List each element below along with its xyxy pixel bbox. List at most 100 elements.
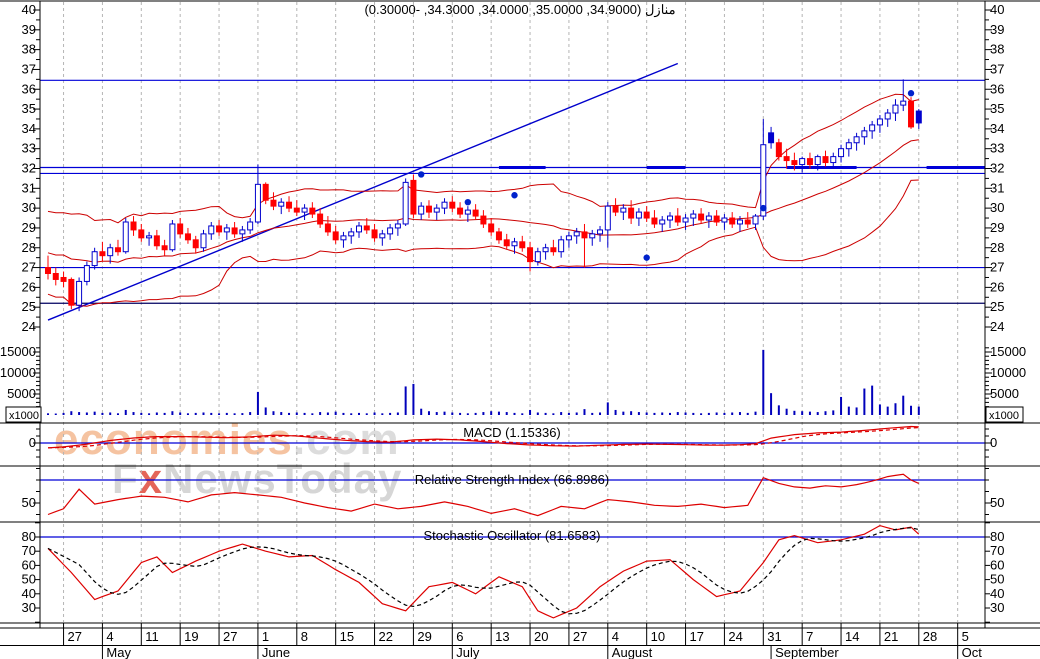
- svg-text:36: 36: [990, 81, 1004, 96]
- svg-text:39: 39: [22, 22, 36, 37]
- svg-text:1: 1: [262, 629, 269, 644]
- svg-text:34: 34: [22, 121, 36, 136]
- svg-text:25: 25: [990, 299, 1004, 314]
- svg-text:30: 30: [22, 200, 36, 215]
- svg-text:14: 14: [845, 629, 859, 644]
- horizontal-support-resistance-lines: [40, 79, 985, 304]
- svg-text:26: 26: [990, 279, 1004, 294]
- svg-text:0: 0: [29, 435, 36, 450]
- svg-text:30: 30: [22, 600, 36, 615]
- watermark-brand-suffix: .com: [292, 415, 400, 464]
- macd-pane: [40, 425, 985, 449]
- watermark-economies: economies.com: [54, 418, 400, 462]
- svg-text:37: 37: [990, 61, 1004, 76]
- svg-text:40: 40: [22, 586, 36, 601]
- svg-text:31: 31: [767, 629, 781, 644]
- svg-text:34: 34: [990, 121, 1004, 136]
- svg-text:5000: 5000: [990, 386, 1019, 401]
- svg-text:26: 26: [22, 279, 36, 294]
- svg-text:28: 28: [990, 240, 1004, 255]
- gridlines-layer: [63, 2, 959, 622]
- volume-layer: [47, 349, 920, 415]
- svg-text:24: 24: [22, 319, 36, 334]
- volume-unit-box-left: x1000: [5, 406, 42, 423]
- svg-text:15000: 15000: [990, 344, 1026, 359]
- svg-text:50: 50: [22, 495, 36, 510]
- svg-text:6: 6: [456, 629, 463, 644]
- stochastic-pane: [40, 524, 985, 619]
- svg-text:4: 4: [612, 629, 619, 644]
- svg-text:35: 35: [990, 101, 1004, 116]
- svg-text:15: 15: [340, 629, 354, 644]
- svg-text:50: 50: [990, 572, 1004, 587]
- svg-text:5000: 5000: [7, 386, 36, 401]
- svg-text:15000: 15000: [0, 344, 36, 359]
- watermark-brand-text: economies: [54, 415, 293, 464]
- svg-text:32: 32: [22, 161, 36, 176]
- svg-text:35: 35: [22, 101, 36, 116]
- svg-text:June: June: [262, 645, 290, 659]
- svg-text:22: 22: [379, 629, 393, 644]
- svg-text:50: 50: [22, 572, 36, 587]
- watermark-fx-rest: NewsToday: [163, 455, 403, 502]
- svg-text:33: 33: [22, 141, 36, 156]
- svg-text:27: 27: [223, 629, 237, 644]
- svg-text:31: 31: [990, 180, 1004, 195]
- macd-label: MACD (1.15336): [463, 425, 561, 440]
- svg-text:31: 31: [22, 180, 36, 195]
- svg-text:4: 4: [106, 629, 113, 644]
- svg-text:20: 20: [534, 629, 548, 644]
- svg-text:37: 37: [22, 61, 36, 76]
- svg-text:27: 27: [573, 629, 587, 644]
- bollinger-bands-layer: [47, 93, 919, 307]
- signal-dots-layer: [418, 90, 915, 261]
- svg-text:30: 30: [990, 600, 1004, 615]
- stochastic-label: Stochastic Oscillator (81.6583): [423, 528, 600, 543]
- svg-text:29: 29: [22, 220, 36, 235]
- svg-text:10: 10: [651, 629, 665, 644]
- volume-unit-box-right: x1000: [985, 406, 1024, 423]
- svg-text:28: 28: [22, 240, 36, 255]
- svg-text:Oct: Oct: [962, 645, 983, 659]
- svg-text:38: 38: [22, 42, 36, 57]
- svg-text:80: 80: [22, 529, 36, 544]
- svg-text:29: 29: [990, 220, 1004, 235]
- svg-text:27: 27: [990, 260, 1004, 275]
- volume-unit-label-right: x1000: [989, 410, 1019, 422]
- svg-text:40: 40: [22, 2, 36, 17]
- svg-text:24: 24: [728, 629, 742, 644]
- svg-text:80: 80: [990, 529, 1004, 544]
- watermark-fx-f: F: [112, 455, 139, 502]
- svg-text:39: 39: [990, 22, 1004, 37]
- svg-text:8: 8: [301, 629, 308, 644]
- svg-text:May: May: [106, 645, 131, 659]
- svg-text:40: 40: [990, 2, 1004, 17]
- svg-text:21: 21: [884, 629, 898, 644]
- svg-text:10000: 10000: [990, 365, 1026, 380]
- svg-text:10000: 10000: [0, 365, 36, 380]
- svg-text:60: 60: [990, 557, 1004, 572]
- svg-text:38: 38: [990, 42, 1004, 57]
- svg-text:7: 7: [806, 629, 813, 644]
- quote-title: منازل (34.9000, 35.0000, 34.0000, 34.300…: [364, 2, 676, 17]
- svg-text:September: September: [775, 645, 839, 659]
- svg-text:25: 25: [22, 299, 36, 314]
- svg-text:5: 5: [962, 629, 969, 644]
- svg-text:33: 33: [990, 141, 1004, 156]
- svg-text:50: 50: [990, 495, 1004, 510]
- svg-text:13: 13: [495, 629, 509, 644]
- candles-layer: [45, 79, 922, 312]
- svg-text:32: 32: [990, 161, 1004, 176]
- svg-text:28: 28: [923, 629, 937, 644]
- svg-text:70: 70: [22, 543, 36, 558]
- volume-unit-label-left: x1000: [9, 410, 39, 422]
- svg-text:36: 36: [22, 81, 36, 96]
- rsi-label: Relative Strength Index (66.8986): [415, 472, 609, 487]
- svg-text:August: August: [612, 645, 653, 659]
- svg-text:19: 19: [184, 629, 198, 644]
- svg-text:60: 60: [22, 557, 36, 572]
